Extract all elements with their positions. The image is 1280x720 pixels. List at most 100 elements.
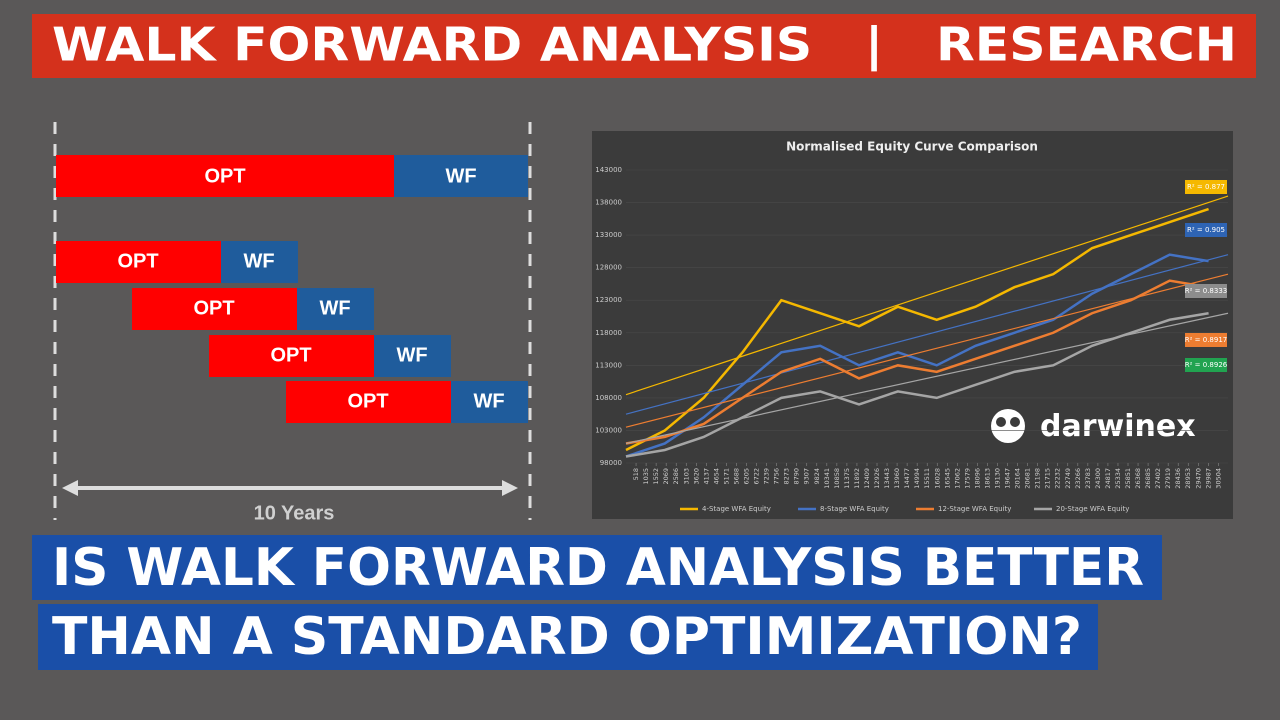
opt-bar [132, 288, 297, 330]
wf-bar [451, 381, 528, 423]
x-tick-label: 18613 [983, 468, 991, 489]
x-tick-label: 14994 [913, 468, 921, 489]
x-tick-label: 20164 [1014, 468, 1022, 489]
x-tick-label: 30504 [1214, 468, 1222, 489]
x-tick-label: 9307 [803, 468, 811, 485]
x-tick-label: 17579 [963, 468, 971, 489]
r2-label: R² = 0.8333 [1185, 287, 1227, 295]
y-tick-label: 123000 [595, 296, 622, 304]
x-tick-label: 10858 [833, 468, 841, 489]
wf-bar [394, 155, 528, 197]
x-tick-label: 4137 [702, 468, 710, 485]
x-tick-label: 2586 [672, 468, 680, 485]
span-label: 10 Years [254, 502, 335, 524]
y-tick-label: 98000 [600, 459, 622, 467]
series-line [625, 279, 1209, 445]
x-tick-label: 518 [632, 468, 640, 480]
wf-label: WF [445, 165, 476, 187]
x-tick-label: 1552 [652, 468, 660, 485]
title-bar [32, 14, 1256, 78]
logo-icon [991, 409, 1025, 443]
x-tick-label: 16545 [943, 468, 951, 489]
x-tick-label: 2069 [662, 468, 670, 485]
x-tick-label: 17062 [953, 468, 961, 489]
x-tick-label: 26368 [1134, 468, 1142, 489]
wf-label: WF [243, 250, 274, 272]
x-tick-label: 12409 [863, 468, 871, 489]
x-tick-label: 22232 [1054, 468, 1062, 489]
r2-label: R² = 0.8917 [1185, 336, 1227, 344]
x-tick-label: 14477 [903, 468, 911, 489]
headline-bar [32, 535, 1162, 600]
opt-bar [56, 241, 221, 283]
x-tick-label: 23266 [1074, 468, 1082, 489]
legend-label: 12-Stage WFA Equity [938, 505, 1011, 513]
x-tick-label: 6205 [742, 468, 750, 485]
trend-line [625, 195, 1229, 396]
series-line [625, 207, 1209, 452]
diagram: OPT WF OPT WF OPT WF OPT WF OPT WF 10 Years [53, 122, 532, 524]
wf-label: WF [396, 344, 427, 366]
opt-label: OPT [193, 297, 234, 319]
opt-bar [209, 335, 374, 377]
y-tick-label: 138000 [595, 199, 622, 207]
legend-label: 8-Stage WFA Equity [820, 505, 889, 513]
x-tick-label: 29987 [1204, 468, 1212, 489]
r2-box [1185, 358, 1227, 372]
opt-bar [286, 381, 451, 423]
chart-panel [592, 131, 1233, 519]
x-tick-label: 3620 [692, 468, 700, 485]
x-tick-label: 24300 [1094, 468, 1102, 489]
logo-text: darwinex [1040, 409, 1196, 444]
legend-label: 20-Stage WFA Equity [1056, 505, 1129, 513]
x-tick-label: 13443 [883, 468, 891, 489]
y-tick-label: 113000 [595, 361, 622, 369]
opt-label: OPT [347, 390, 388, 412]
x-tick-label: 28436 [1174, 468, 1182, 489]
x-tick-label: 5171 [722, 468, 730, 485]
r2-label: R² = 0.877 [1187, 183, 1225, 191]
chart: Normalised Equity Curve Comparison darwi… [592, 131, 1233, 519]
x-tick-label: 27402 [1154, 468, 1162, 489]
wf-bar [221, 241, 298, 283]
r2-box [1185, 223, 1227, 237]
wf-bar [297, 288, 374, 330]
x-tick-label: 3103 [682, 468, 690, 485]
x-tick-label: 18096 [973, 468, 981, 489]
x-tick-label: 19647 [1004, 468, 1012, 489]
headline-bar [38, 604, 1098, 670]
x-tick-label: 16028 [933, 468, 941, 489]
opt-label: OPT [270, 344, 311, 366]
opt-label: OPT [204, 165, 245, 187]
logo-eye [1010, 417, 1020, 427]
x-tick-label: 15511 [923, 468, 931, 489]
logo: darwinex [991, 409, 1196, 444]
x-tick-label: 5688 [732, 468, 740, 485]
wf-label: WF [319, 297, 350, 319]
x-tick-label: 23783 [1084, 468, 1092, 489]
r2-box [1185, 333, 1227, 347]
y-tick-label: 133000 [595, 231, 622, 239]
r2-label: R² = 0.905 [1187, 226, 1225, 234]
x-tick-label: 9824 [813, 468, 821, 485]
x-tick-label: 25851 [1124, 468, 1132, 489]
x-tick-label: 11892 [853, 468, 861, 489]
x-tick-label: 8790 [793, 468, 801, 485]
x-tick-label: 24817 [1104, 468, 1112, 489]
series-line [625, 253, 1209, 458]
wf-label: WF [473, 390, 504, 412]
y-tick-label: 103000 [595, 426, 622, 434]
y-tick-label: 143000 [595, 166, 622, 174]
x-tick-label: 11375 [843, 468, 851, 489]
x-tick-label: 21198 [1034, 468, 1042, 489]
x-tick-label: 25334 [1114, 468, 1122, 489]
x-tick-label: 1035 [642, 468, 650, 485]
wf-bar [374, 335, 451, 377]
y-tick-label: 118000 [595, 329, 622, 337]
chart-title: Normalised Equity Curve Comparison [786, 140, 1038, 154]
x-tick-label: 4654 [712, 468, 720, 485]
y-tick-label: 128000 [595, 264, 622, 272]
x-tick-label: 8273 [783, 468, 791, 485]
series-line [625, 312, 1209, 458]
